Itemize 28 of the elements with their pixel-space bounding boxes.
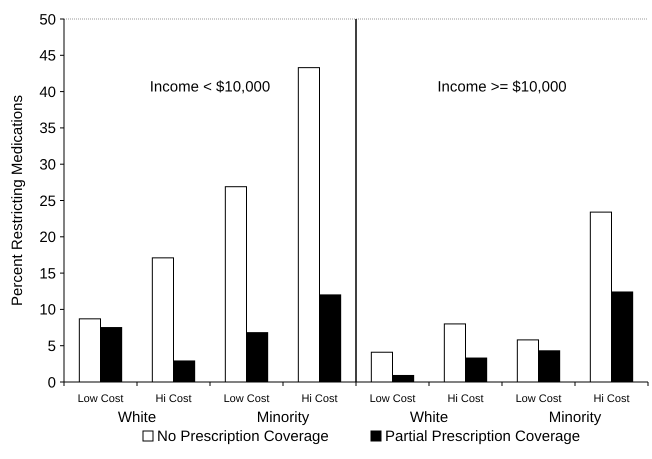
text: Minority — [548, 409, 602, 426]
y-tick-label: 35 — [39, 120, 56, 138]
y-tick-label: 30 — [39, 156, 56, 174]
y-tick-label: 15 — [39, 265, 56, 282]
x-tick-label: Low Cost — [516, 393, 562, 405]
legend-label: No Prescription Coverage — [157, 428, 329, 445]
x-tick-label: Hi Cost — [155, 393, 192, 405]
legend-label: Partial Prescription Coverage — [385, 428, 580, 445]
y-tick-label: 5 — [48, 338, 56, 355]
y-tick-label: 50 — [39, 11, 56, 28]
y-tick-label: 25 — [39, 192, 56, 210]
y-axis-title: Percent Restricting Medications — [9, 95, 26, 306]
text: Minority — [256, 409, 310, 426]
text: White — [410, 409, 448, 426]
text: White — [118, 409, 156, 426]
annotation: Income >= $10,000 — [437, 78, 567, 96]
x-tick-label: Hi Cost — [447, 393, 484, 405]
y-tick-label: 45 — [39, 48, 56, 65]
x-tick-label: Low Cost — [78, 393, 124, 405]
y-tick-label: 20 — [39, 229, 56, 246]
y-tick-label: 10 — [39, 302, 56, 319]
y-tick-label: 40 — [39, 84, 56, 101]
x-tick-label: Low Cost — [224, 393, 270, 405]
annotation: Income < $10,000 — [150, 78, 270, 96]
x-tick-label: Low Cost — [370, 393, 416, 405]
x-tick-label: Hi Cost — [593, 393, 630, 405]
y-tick-label: 0 — [48, 374, 56, 392]
x-tick-label: Hi Cost — [301, 393, 338, 405]
